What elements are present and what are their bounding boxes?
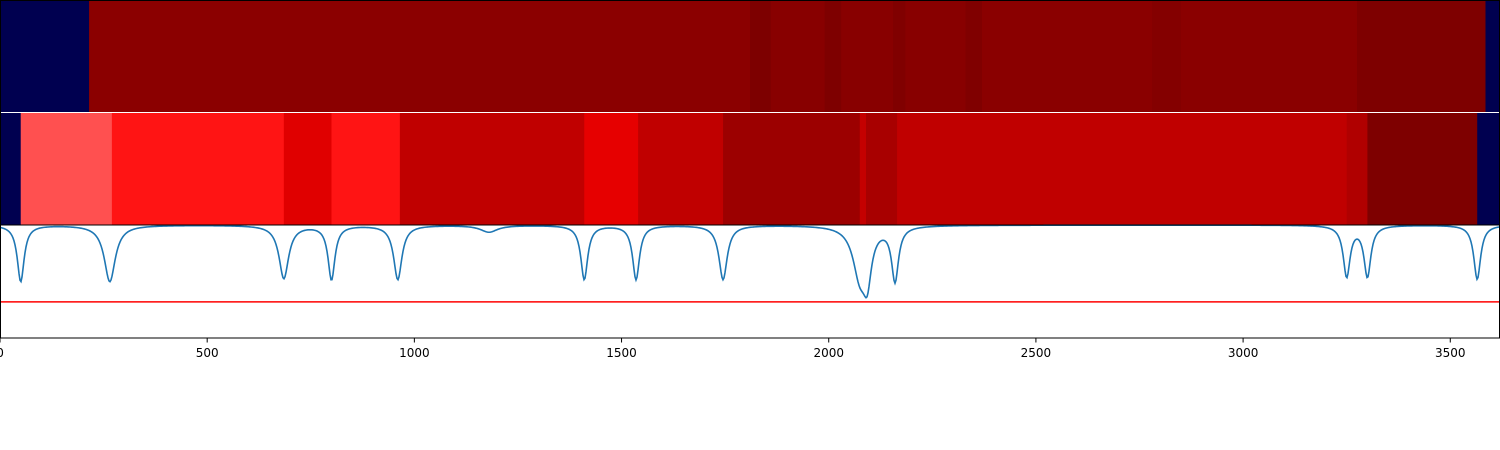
heatmap-cell-0-0 (0, 0, 90, 112)
x-tick-label-2000: 2000 (813, 346, 844, 360)
heatmap-cell-0-7 (905, 0, 966, 112)
heatmap-cell-0-3 (770, 0, 826, 112)
heatmap-cell-0-12 (1357, 0, 1486, 112)
heatmap-cell-1-5 (399, 113, 585, 225)
x-tick-label-1000: 1000 (399, 346, 430, 360)
x-tick-label-2500: 2500 (1021, 346, 1052, 360)
heatmap-cell-0-10 (1151, 0, 1182, 112)
x-tick-label-3500: 3500 (1435, 346, 1466, 360)
x-tick-label-3000: 3000 (1228, 346, 1259, 360)
heatmap-cell-1-9 (859, 113, 867, 225)
x-tick-label-500: 500 (196, 346, 219, 360)
heatmap-cell-1-1 (20, 113, 113, 225)
trace-panel (0, 224, 1500, 338)
x-axis: 0 500 1000 1500 2000 2500 3000 3500 (0, 338, 1466, 360)
heatmap-cell-0-1 (89, 0, 751, 112)
heatmap-cell-0-6 (892, 0, 906, 112)
heatmap-cell-0-8 (965, 0, 983, 112)
trace-panel-background (0, 225, 1500, 338)
heatmap-cell-1-7 (638, 113, 724, 225)
heatmap-cell-1-10 (866, 113, 898, 225)
heatmap-cell-1-0 (0, 113, 22, 225)
heatmap-cell-0-13 (1485, 0, 1500, 112)
heatmap-cell-1-12 (1346, 113, 1368, 225)
heatmap-cell-0-9 (982, 0, 1153, 112)
heatmap-cell-0-11 (1180, 0, 1358, 112)
heatmap-cell-1-2 (111, 113, 285, 225)
heatmap-cell-0-4 (824, 0, 842, 112)
heatmap-cell-0-5 (841, 0, 894, 112)
heatmap-cell-0-2 (750, 0, 772, 112)
heatmap-cell-1-6 (584, 113, 639, 225)
x-tick-label-0: 0 (0, 346, 4, 360)
heatmap-cell-1-3 (283, 113, 332, 225)
x-tick-label-1500: 1500 (606, 346, 637, 360)
heatmap-cell-1-13 (1367, 113, 1478, 225)
heatmap-cell-1-4 (331, 113, 401, 225)
heatmap-track-top (0, 0, 1500, 112)
heatmap-cell-1-8 (723, 113, 861, 225)
heatmap-cell-1-14 (1477, 113, 1500, 225)
heatmap-cell-1-11 (897, 113, 1348, 225)
heatmap-track-bottom (0, 113, 1500, 225)
